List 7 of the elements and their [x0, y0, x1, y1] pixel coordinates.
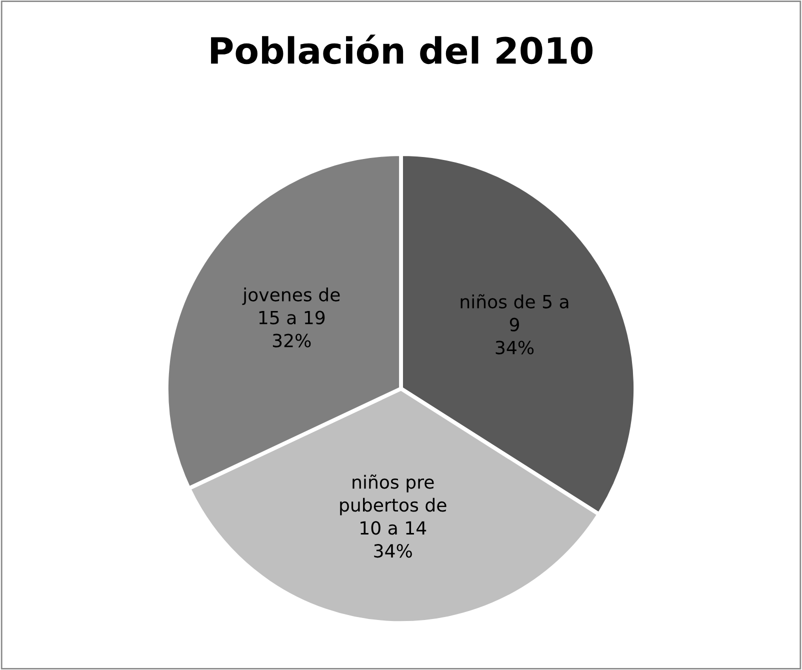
chart-title: Población del 2010 [211, 34, 593, 64]
slice-label: niños pre pubertos de 10 a 14 [340, 474, 446, 535]
slice-label: niños de 5 a 9 [460, 294, 568, 332]
data-label: 32% [272, 334, 311, 348]
data-label: 34% [374, 544, 412, 558]
slice-label: jovenes de 15 a 19 [242, 287, 340, 324]
data-label: 34% [496, 340, 534, 354]
